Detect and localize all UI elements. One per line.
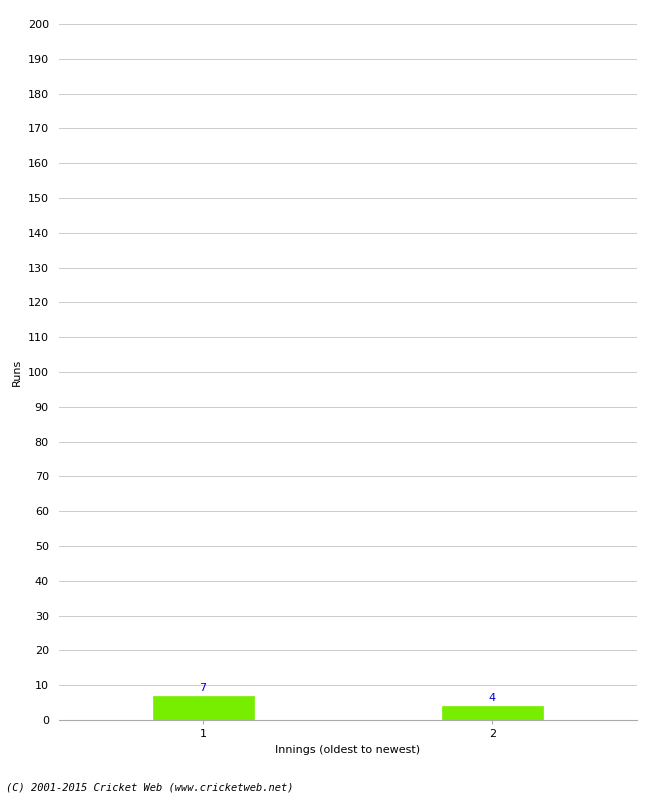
Bar	[442, 706, 543, 720]
Text: 4: 4	[489, 694, 496, 703]
Bar	[153, 696, 254, 720]
Text: 7: 7	[200, 683, 207, 693]
Y-axis label: Runs: Runs	[12, 358, 22, 386]
Text: (C) 2001-2015 Cricket Web (www.cricketweb.net): (C) 2001-2015 Cricket Web (www.cricketwe…	[6, 782, 294, 792]
X-axis label: Innings (oldest to newest): Innings (oldest to newest)	[275, 745, 421, 754]
